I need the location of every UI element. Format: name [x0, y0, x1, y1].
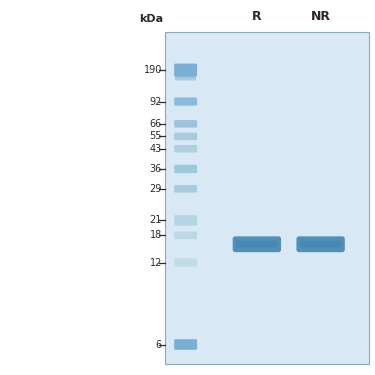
Bar — [175, 74, 196, 75]
FancyBboxPatch shape — [174, 120, 197, 128]
FancyBboxPatch shape — [174, 215, 197, 226]
Text: kDa: kDa — [139, 14, 163, 24]
Text: 190: 190 — [144, 65, 162, 75]
Text: 55: 55 — [150, 131, 162, 141]
Bar — [175, 72, 196, 74]
Text: 18: 18 — [150, 230, 162, 240]
Bar — [175, 76, 196, 78]
Bar — [175, 78, 196, 80]
Text: NR: NR — [310, 10, 331, 23]
FancyBboxPatch shape — [296, 236, 345, 252]
Bar — [175, 75, 196, 77]
FancyBboxPatch shape — [174, 339, 197, 350]
Bar — [175, 70, 196, 72]
Bar — [175, 69, 196, 71]
Text: 21: 21 — [150, 215, 162, 225]
Bar — [175, 71, 196, 73]
FancyBboxPatch shape — [174, 98, 197, 106]
Bar — [165, 32, 369, 364]
Bar — [175, 74, 196, 76]
Text: 29: 29 — [150, 184, 162, 194]
Text: 6: 6 — [156, 339, 162, 350]
Bar — [175, 80, 196, 81]
Text: 12: 12 — [150, 258, 162, 267]
FancyBboxPatch shape — [174, 145, 197, 153]
Text: 92: 92 — [150, 97, 162, 106]
Text: 66: 66 — [150, 119, 162, 129]
FancyBboxPatch shape — [236, 241, 278, 248]
FancyBboxPatch shape — [300, 241, 341, 248]
Text: 36: 36 — [150, 164, 162, 174]
Text: R: R — [252, 10, 262, 23]
FancyBboxPatch shape — [174, 231, 197, 239]
Text: 43: 43 — [150, 144, 162, 154]
FancyBboxPatch shape — [174, 64, 197, 76]
Bar — [175, 77, 196, 79]
FancyBboxPatch shape — [174, 165, 197, 173]
FancyBboxPatch shape — [174, 258, 197, 267]
FancyBboxPatch shape — [174, 185, 197, 193]
Bar — [175, 68, 196, 70]
FancyBboxPatch shape — [174, 133, 197, 140]
FancyBboxPatch shape — [232, 236, 281, 252]
